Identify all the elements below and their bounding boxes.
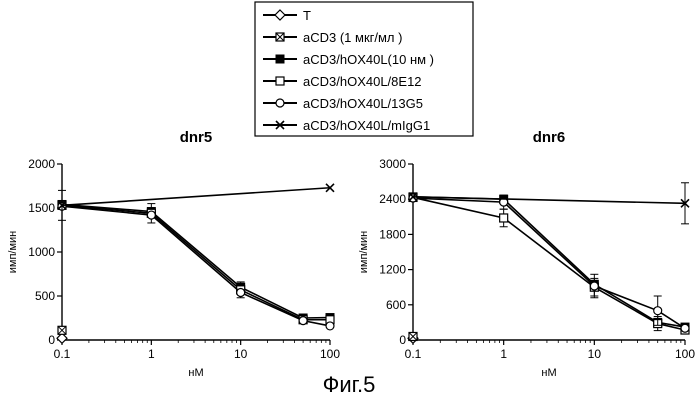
x-tick-label: 1 — [500, 347, 507, 361]
series — [409, 183, 689, 224]
chart-title: dnr5 — [180, 129, 213, 146]
series-line — [62, 205, 330, 319]
figure-caption: Фиг.5 — [323, 372, 376, 397]
series-line — [62, 204, 330, 318]
data-point — [409, 194, 417, 202]
y-tick-label: 1200 — [379, 263, 406, 277]
axes: 0 500 1000 1500 2000 0.1 1 10 100 — [28, 157, 340, 361]
series — [58, 200, 334, 322]
legend-label: T — [303, 8, 311, 23]
data-point — [237, 288, 245, 296]
chart-title: dnr6 — [533, 129, 566, 146]
x-tick-label: 100 — [675, 347, 695, 361]
data-point — [147, 211, 155, 219]
series — [58, 202, 334, 330]
series — [409, 332, 417, 340]
x-tick-label: 1 — [148, 347, 155, 361]
y-tick-label: 0 — [399, 333, 406, 347]
x-axis-label: нМ — [188, 367, 203, 379]
series-line — [413, 198, 685, 328]
data-point — [590, 282, 598, 290]
y-tick-label: 500 — [35, 289, 55, 303]
x-tick-label: 10 — [588, 347, 602, 361]
y-tick-label: 2000 — [28, 157, 55, 171]
series — [58, 201, 334, 323]
legend: TaCD3 (1 мкг/мл ) aCD3/hOX40L(10 нм ) aCD3… — [255, 2, 473, 136]
series-line — [62, 206, 330, 326]
axes: 0 600 1200 1800 2400 3000 0.1 1 10 100 — [379, 157, 695, 361]
x-axis-label: нМ — [541, 367, 556, 379]
series — [409, 193, 689, 334]
legend-label: aCD3/hOX40L/8E12 — [303, 74, 422, 89]
x-tick-label: 0.1 — [54, 347, 71, 361]
data-point — [500, 214, 508, 222]
series — [409, 193, 689, 331]
series — [409, 194, 689, 332]
y-tick-label: 1500 — [28, 201, 55, 215]
legend-marker — [276, 77, 284, 85]
series — [58, 326, 66, 334]
y-tick-label: 3000 — [379, 157, 406, 171]
series-line — [413, 197, 685, 330]
data-point — [654, 307, 662, 315]
data-point — [299, 317, 307, 325]
x-tick-label: 0.1 — [405, 347, 422, 361]
y-tick-label: 1800 — [379, 227, 406, 241]
legend-label: aCD3/hOX40L/13G5 — [303, 96, 423, 111]
legend-label: aCD3/hOX40L(10 нм ) — [303, 52, 434, 67]
y-tick-label: 600 — [386, 298, 406, 312]
y-axis-label: имп/мин — [358, 231, 370, 274]
series — [58, 184, 334, 221]
legend-label: aCD3 (1 мкг/мл ) — [303, 30, 402, 45]
legend-label: aCD3/hOX40L/mIgG1 — [303, 118, 430, 133]
x-tick-label: 10 — [234, 347, 248, 361]
series-line — [413, 197, 685, 327]
data-point — [58, 326, 66, 334]
data-point — [681, 324, 689, 332]
y-tick-label: 0 — [48, 333, 55, 347]
chart-dnr5: dnr5 0 500 1000 1500 2000 0.1 1 10 100 имп/мин нМ — [7, 129, 340, 379]
data-point — [326, 322, 334, 330]
y-axis-label: имп/мин — [7, 231, 19, 274]
legend-marker — [276, 55, 284, 63]
data-point — [409, 332, 417, 340]
legend-frame — [255, 2, 473, 136]
series-line — [62, 188, 330, 206]
chart-dnr6: dnr6 0 600 1200 1800 2400 3000 0.1 1 10 100 имп/мин… — [358, 129, 695, 379]
x-tick-label: 100 — [320, 347, 340, 361]
legend-marker — [276, 99, 284, 107]
y-tick-label: 2400 — [379, 192, 406, 206]
y-tick-label: 1000 — [28, 245, 55, 259]
legend-marker — [276, 33, 284, 41]
